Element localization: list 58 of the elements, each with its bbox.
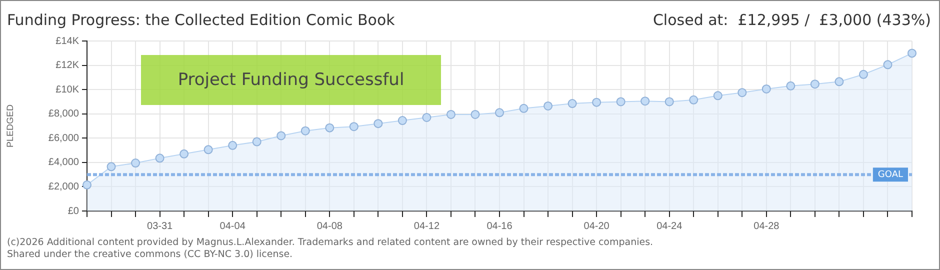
point xyxy=(349,122,358,132)
point xyxy=(858,70,868,79)
point xyxy=(155,154,164,163)
x-tick-label: 04-20 xyxy=(584,220,610,232)
y-tick-label: £0 xyxy=(68,206,80,217)
point xyxy=(616,97,626,106)
x-tick-label: 04-08 xyxy=(316,220,343,232)
point xyxy=(834,77,844,86)
point xyxy=(300,126,310,136)
point xyxy=(519,104,528,113)
x-tick-label: 04-16 xyxy=(486,220,513,232)
text: Shared under the creative commons (CC BY-NC 3.0) license. xyxy=(7,249,294,261)
success-banner: Project Funding Successful xyxy=(141,55,441,105)
x-tick-label: 03-31 xyxy=(147,220,174,232)
text: (c)2026 Additional content provided by Magnus.L.Alexander. Trademarks and related content are owned by their respective companies. xyxy=(7,237,654,249)
point xyxy=(640,96,650,106)
point xyxy=(568,99,577,108)
y-tick-label: £10K xyxy=(56,84,80,96)
point xyxy=(786,81,796,90)
x-tick-label: 04-04 xyxy=(220,220,246,232)
point xyxy=(664,97,674,106)
point xyxy=(82,180,92,190)
y-axis-title: PLEDGED xyxy=(4,104,15,148)
point xyxy=(398,116,407,126)
x-tick-label: 04-28 xyxy=(754,220,780,232)
y-tick-label: £2,000 xyxy=(48,181,80,192)
chart-title: Funding Progress: the Collected Edition Comic Book xyxy=(7,10,396,29)
y-tick-label: £12K xyxy=(56,60,80,72)
y-tick-label: £14K xyxy=(56,36,80,47)
point xyxy=(495,108,504,118)
point xyxy=(106,162,116,172)
y-tick-label: £8,000 xyxy=(48,108,80,120)
point xyxy=(422,113,432,122)
point xyxy=(204,145,213,154)
point xyxy=(446,110,456,119)
point xyxy=(131,158,140,168)
point xyxy=(689,95,698,104)
point xyxy=(180,149,189,158)
chart-subtitle: Closed at: £12,995 / £3,000 (433%) xyxy=(652,10,931,29)
point xyxy=(252,137,262,146)
y-tick-label: £4,000 xyxy=(48,157,80,168)
point xyxy=(810,80,820,89)
x-tick-label: 04-12 xyxy=(414,220,440,232)
point xyxy=(276,131,286,140)
ref-line-label: GOAL xyxy=(878,170,904,180)
point xyxy=(713,91,722,100)
x-tick-label: 04-24 xyxy=(656,220,683,232)
point xyxy=(544,101,553,110)
point xyxy=(228,140,238,150)
point xyxy=(738,88,747,98)
point xyxy=(470,110,480,119)
point xyxy=(883,60,892,70)
point xyxy=(325,123,334,132)
point xyxy=(762,84,771,94)
point xyxy=(374,119,383,128)
y-tick-label: £6,000 xyxy=(48,132,80,144)
point xyxy=(908,48,916,58)
point xyxy=(592,98,602,107)
